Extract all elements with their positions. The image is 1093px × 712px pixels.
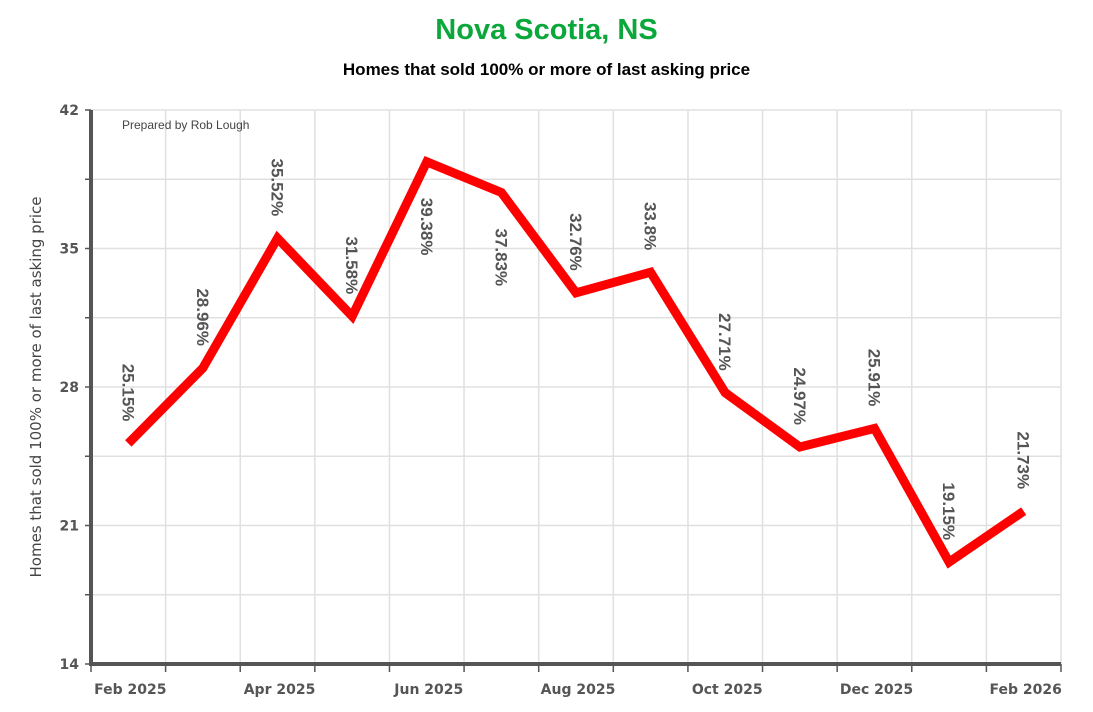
axes <box>89 110 1061 666</box>
x-tick-label: Dec 2025 <box>840 682 913 698</box>
grid-lines <box>90 109 1062 665</box>
data-line <box>125 156 1027 569</box>
data-point-label: 39.38% <box>417 198 436 256</box>
x-tick-label: Aug 2025 <box>541 682 616 698</box>
data-point-label: 21.73% <box>1014 431 1033 489</box>
y-tick-label: 35 <box>60 242 79 258</box>
data-point-label: 31.58% <box>342 237 361 295</box>
x-axis-ticks: Feb 2025 Apr 2025 Jun 2025 Aug 2025 Oct 2025… <box>90 664 1062 698</box>
x-tick-label: Jun 2025 <box>393 682 463 698</box>
y-tick-label: 14 <box>60 657 80 673</box>
x-tick-label: Oct 2025 <box>692 682 763 698</box>
chart-subtitle: Homes that sold 100% or more of last ask… <box>342 60 751 79</box>
chart-title: Nova Scotia, NS <box>435 14 658 46</box>
y-tick-label: 21 <box>60 519 79 535</box>
data-point-label: 27.71% <box>715 313 734 371</box>
x-tick-label: Feb 2025 <box>94 682 166 698</box>
y-tick-label: 28 <box>60 380 79 396</box>
credit-annotation: Prepared by Rob Lough <box>122 118 249 132</box>
y-axis-ticks: 14 21 28 35 42 <box>60 103 91 673</box>
data-point-label: 25.91% <box>865 349 884 407</box>
y-tick-label: 42 <box>60 103 79 119</box>
data-point-label: 37.83% <box>491 229 510 287</box>
data-point-label: 19.15% <box>939 482 958 540</box>
data-point-label: 25.15% <box>118 364 137 422</box>
x-tick-label: Apr 2025 <box>244 682 316 698</box>
data-point-label: 24.97% <box>790 367 809 425</box>
data-point-label: 35.52% <box>268 159 287 217</box>
data-labels: 25.15% 28.96% 35.52% 31.58% 39.38% 37.83% 32.7… <box>118 159 1032 541</box>
data-point-label: 28.96% <box>193 288 212 346</box>
y-axis-label: Homes that sold 100% or more of last ask… <box>27 197 45 578</box>
data-point-label: 32.76% <box>566 213 585 271</box>
x-tick-label: Feb 2026 <box>990 682 1062 698</box>
data-point-label: 33.8% <box>641 202 660 250</box>
